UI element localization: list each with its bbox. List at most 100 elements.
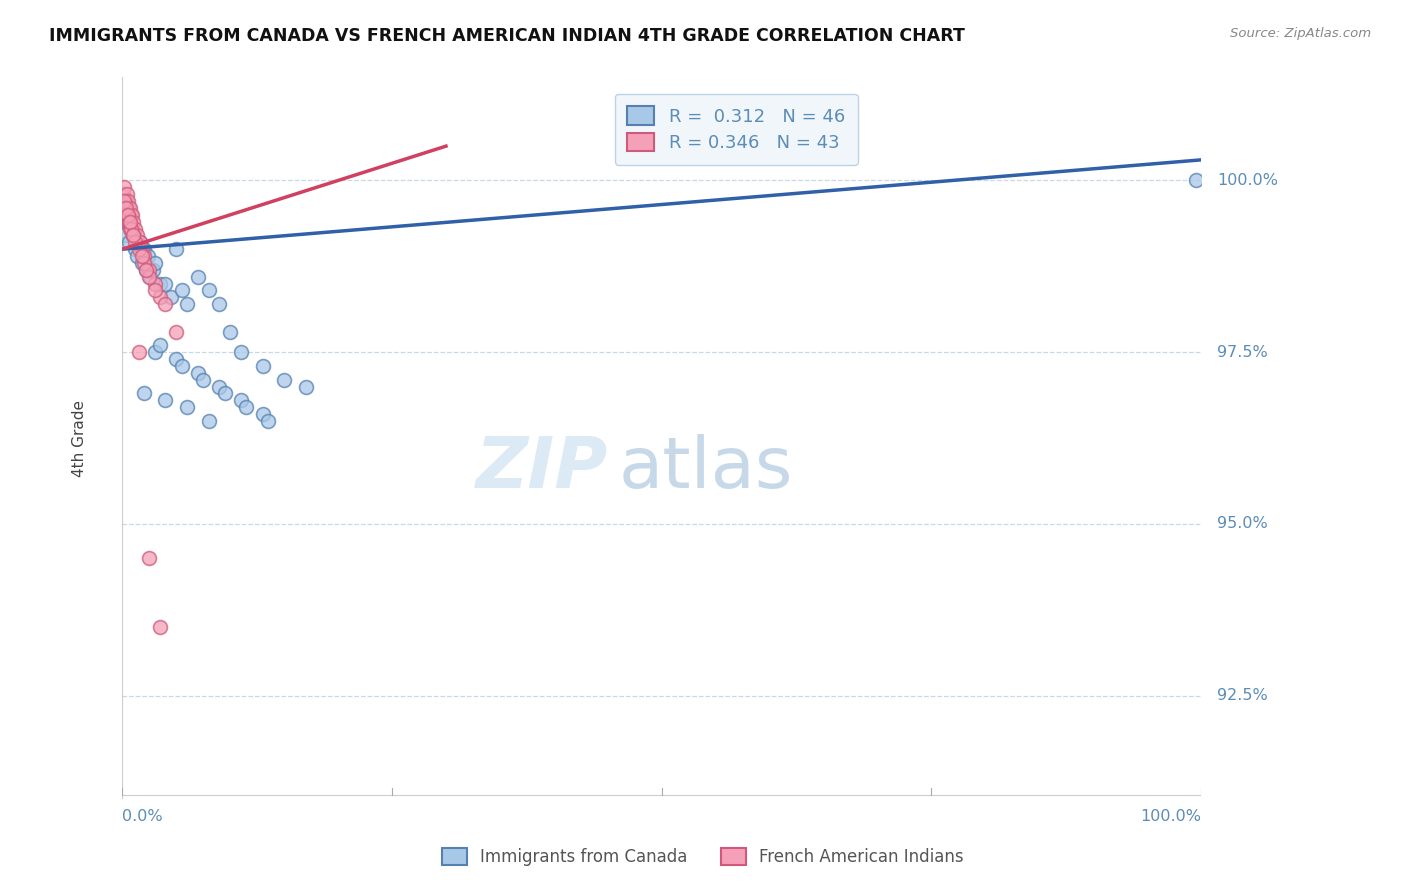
Point [131,242,153,256]
Point [114,201,136,215]
Point [252,407,274,421]
Point [176,400,198,414]
Text: IMMIGRANTS FROM CANADA VS FRENCH AMERICAN INDIAN 4TH GRADE CORRELATION CHART: IMMIGRANTS FROM CANADA VS FRENCH AMERICA… [49,27,965,45]
Point [165,242,187,256]
Point [235,400,257,414]
Point [197,284,219,298]
Legend: R =  0.312   N = 46, R = 0.346   N = 43: R = 0.312 N = 46, R = 0.346 N = 43 [614,94,858,165]
Point [149,277,172,291]
Point [120,215,142,229]
Text: 95.0%: 95.0% [1218,516,1268,532]
Point [117,194,139,208]
Point [155,393,177,408]
Point [138,551,160,566]
Point [229,345,252,359]
Legend: Immigrants from Canada, French American Indians: Immigrants from Canada, French American … [433,840,973,875]
Point [128,235,150,250]
Point [273,373,295,387]
Point [121,228,143,243]
Point [127,249,149,263]
Point [138,262,160,277]
Point [124,242,146,256]
Point [208,379,231,393]
Point [252,359,274,373]
Point [127,228,149,243]
Point [219,325,242,339]
Point [128,345,150,359]
Point [294,379,316,393]
Point [112,194,135,208]
Text: 0.0%: 0.0% [122,809,163,824]
Point [112,187,135,202]
Point [118,235,141,250]
Point [118,201,141,215]
Point [118,215,141,229]
Point [170,359,193,373]
Point [117,215,139,229]
Point [128,242,150,256]
Point [136,249,159,263]
Point [132,386,155,401]
Point [114,194,136,208]
Point [193,373,215,387]
Point [132,256,155,270]
Point [135,262,157,277]
Point [132,249,155,263]
Text: 92.5%: 92.5% [1218,688,1268,703]
Text: 100.0%: 100.0% [1218,173,1278,188]
Point [115,201,138,215]
Point [115,215,138,229]
Point [143,345,166,359]
Point [124,221,146,235]
Point [114,228,136,243]
Point [139,269,162,284]
Point [118,221,141,235]
Point [208,297,231,311]
Point [124,235,146,250]
Point [155,297,177,311]
Text: Source: ZipAtlas.com: Source: ZipAtlas.com [1230,27,1371,40]
Point [114,180,136,194]
Point [128,235,150,250]
Text: atlas: atlas [619,434,793,503]
Point [141,262,163,277]
Text: 4th Grade: 4th Grade [72,400,87,476]
Point [149,338,172,352]
Text: ZIP: ZIP [475,434,607,503]
Text: 97.5%: 97.5% [1218,344,1268,359]
Point [160,290,183,304]
Point [120,208,142,222]
Point [131,256,153,270]
Point [135,262,157,277]
Point [115,208,138,222]
Point [120,221,142,235]
Point [114,208,136,222]
Point [229,393,252,408]
Point [143,256,166,270]
Point [115,187,138,202]
Point [118,201,141,215]
Point [257,414,280,428]
Point [143,277,166,291]
Point [155,277,177,291]
Point [165,352,187,367]
Text: 100.0%: 100.0% [1140,809,1201,824]
Point [187,366,209,380]
Point [120,221,142,235]
Point [214,386,236,401]
Point [187,269,209,284]
Point [1184,173,1206,187]
Point [122,215,145,229]
Point [149,290,172,304]
Point [138,269,160,284]
Point [197,414,219,428]
Point [121,208,143,222]
Point [149,620,172,634]
Point [122,228,145,243]
Point [176,297,198,311]
Point [131,249,153,263]
Point [132,242,155,256]
Point [143,284,166,298]
Point [165,325,187,339]
Point [122,228,145,243]
